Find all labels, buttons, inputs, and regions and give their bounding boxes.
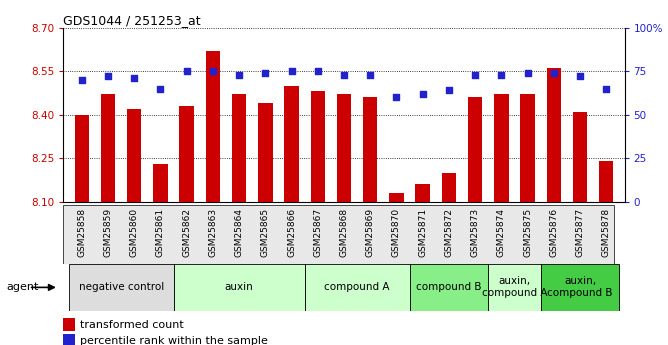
Point — [76, 77, 87, 82]
Bar — [206, 51, 220, 202]
Point — [574, 73, 585, 79]
Point — [234, 72, 244, 77]
Text: GSM25858: GSM25858 — [77, 208, 86, 257]
Point — [365, 72, 375, 77]
Point — [470, 72, 480, 77]
Text: GSM25862: GSM25862 — [182, 208, 191, 257]
Text: GSM25874: GSM25874 — [497, 208, 506, 257]
Point — [496, 72, 507, 77]
Point — [181, 68, 192, 74]
Bar — [127, 109, 142, 202]
Text: GSM25867: GSM25867 — [313, 208, 322, 257]
Bar — [258, 103, 273, 202]
Bar — [337, 95, 351, 202]
Text: GSM25872: GSM25872 — [444, 208, 454, 257]
Bar — [599, 161, 613, 202]
Bar — [311, 91, 325, 202]
Point — [391, 95, 402, 100]
Bar — [363, 97, 377, 202]
Bar — [232, 95, 246, 202]
Text: GSM25861: GSM25861 — [156, 208, 165, 257]
Bar — [180, 106, 194, 202]
Text: auxin,
compound A: auxin, compound A — [482, 276, 547, 298]
Point — [103, 73, 114, 79]
Text: GSM25869: GSM25869 — [366, 208, 375, 257]
Bar — [285, 86, 299, 202]
Text: GSM25877: GSM25877 — [576, 208, 584, 257]
Bar — [494, 95, 508, 202]
Text: agent: agent — [7, 283, 39, 292]
Bar — [540, 264, 619, 310]
Text: compound B: compound B — [416, 282, 482, 292]
Bar — [153, 164, 168, 202]
Bar — [389, 193, 403, 202]
Text: percentile rank within the sample: percentile rank within the sample — [80, 336, 268, 345]
Bar — [305, 264, 409, 310]
Point — [418, 91, 428, 97]
Bar — [488, 264, 540, 310]
Point — [260, 70, 271, 76]
Text: GSM25863: GSM25863 — [208, 208, 217, 257]
Bar — [101, 95, 116, 202]
Text: GSM25875: GSM25875 — [523, 208, 532, 257]
Text: auxin: auxin — [224, 282, 254, 292]
Point — [208, 68, 218, 74]
Text: negative control: negative control — [79, 282, 164, 292]
Bar — [69, 264, 174, 310]
Text: GSM25876: GSM25876 — [549, 208, 558, 257]
Text: GSM25871: GSM25871 — [418, 208, 427, 257]
Bar — [409, 264, 488, 310]
Bar — [468, 97, 482, 202]
Text: transformed count: transformed count — [80, 320, 184, 329]
Bar — [174, 264, 305, 310]
Text: GSM25860: GSM25860 — [130, 208, 139, 257]
Bar — [63, 318, 75, 331]
Text: GSM25865: GSM25865 — [261, 208, 270, 257]
Text: GSM25866: GSM25866 — [287, 208, 296, 257]
Bar — [415, 184, 430, 202]
Text: GSM25868: GSM25868 — [339, 208, 349, 257]
Text: GSM25859: GSM25859 — [104, 208, 112, 257]
Point — [313, 68, 323, 74]
Bar — [572, 112, 587, 202]
Bar — [520, 95, 535, 202]
Point — [601, 86, 612, 91]
Text: GSM25878: GSM25878 — [602, 208, 611, 257]
Text: GSM25873: GSM25873 — [471, 208, 480, 257]
Point — [286, 68, 297, 74]
Bar — [75, 115, 89, 202]
Bar — [63, 334, 75, 345]
Point — [129, 75, 140, 81]
Text: GSM25864: GSM25864 — [234, 208, 244, 257]
Point — [522, 70, 533, 76]
Bar — [442, 173, 456, 202]
Point — [339, 72, 349, 77]
Point — [444, 88, 454, 93]
Bar — [546, 68, 561, 202]
Text: GDS1044 / 251253_at: GDS1044 / 251253_at — [63, 14, 201, 27]
Point — [548, 70, 559, 76]
Text: compound A: compound A — [325, 282, 390, 292]
Point — [155, 86, 166, 91]
Text: auxin,
compound B: auxin, compound B — [547, 276, 613, 298]
Text: GSM25870: GSM25870 — [392, 208, 401, 257]
